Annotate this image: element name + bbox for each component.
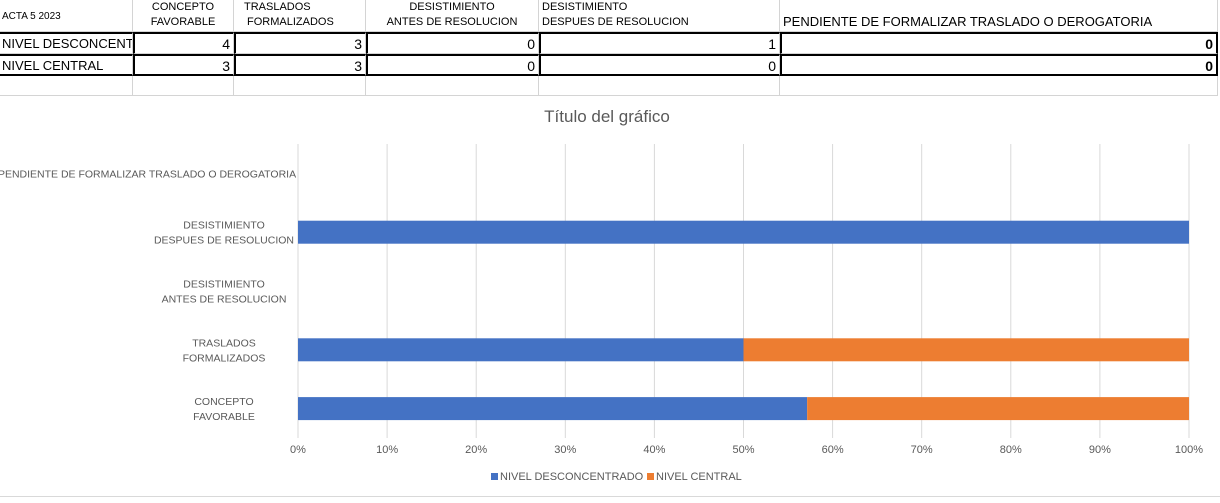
header-line: FAVORABLE [150,16,216,28]
value-cell[interactable]: 0 [366,54,539,76]
value-cell[interactable]: 1 [539,32,780,54]
category-label: DESPUES DE RESOLUCION [154,235,294,247]
x-tick-label: 20% [465,444,487,456]
header-line: CONCEPTO [151,1,215,13]
category-label: PENDIENTE DE FORMALIZAR TRASLADO O DEROG… [0,168,296,180]
chart-object[interactable]: Título del gráfico CONCEPTO FAVORABLE TRAS… [0,97,1220,498]
empty-cell[interactable] [539,76,780,96]
legend-label[interactable]: NIVEL DESCONCENTRADO [500,471,644,483]
value-cell[interactable]: 3 [133,54,234,76]
x-tick-label: 80% [1000,444,1022,456]
row-label-nivel-central[interactable]: NIVEL CENTRAL [0,54,133,76]
header-corner-cell[interactable]: ACTA 5 2023 [0,0,133,32]
x-tick-label: 100% [1175,444,1203,456]
category-labels: CONCEPTO FAVORABLE TRASLADOS FORMALIZADOS DE… [0,168,296,423]
chart-bottom-border [0,496,1220,497]
category-label: DESISTIMIENTO [183,220,264,232]
x-tick-label: 60% [822,444,844,456]
value-cell[interactable]: 4 [133,32,234,54]
empty-cell[interactable] [366,76,539,96]
category-label: ANTES DE RESOLUCION [162,294,287,306]
bar-segment[interactable] [298,220,1189,244]
stacked-bar-chart[interactable]: Título del gráfico CONCEPTO FAVORABLE TRAS… [0,97,1220,498]
empty-cell[interactable] [133,76,234,96]
bar-segment[interactable] [298,338,744,362]
x-tick-label: 30% [554,444,576,456]
header-line: ANTES DE RESOLUCION [386,16,518,28]
x-tick-label: 50% [732,444,754,456]
header-line: FORMALIZADOS [247,16,334,28]
category-label: FORMALIZADOS [183,352,266,364]
gridlines [297,144,1190,438]
legend-label[interactable]: NIVEL CENTRAL [656,471,742,483]
x-tick-label: 10% [376,444,398,456]
x-tick-label: 0% [290,444,306,456]
x-tick-label: 90% [1089,444,1111,456]
header-line: TRASLADOS [244,1,311,13]
header-pendiente[interactable]: PENDIENTE DE FORMALIZAR TRASLADO O DEROG… [780,0,1218,32]
category-label: CONCEPTO [194,396,253,408]
value-cell[interactable]: 0 [539,54,780,76]
empty-cell[interactable] [780,76,1218,96]
header-line: DESISTIMIENTO [409,1,495,13]
row-label-nivel-desconcentrado[interactable]: NIVEL DESCONCENTR [0,32,133,54]
category-label: DESISTIMIENTO [183,279,264,291]
value-cell[interactable]: 3 [234,32,366,54]
chart-title[interactable]: Título del gráfico [544,107,670,126]
legend[interactable]: NIVEL DESCONCENTRADO NIVEL CENTRAL [491,471,742,483]
empty-cell[interactable] [234,76,366,96]
x-tick-labels: 0% 10% 20% 30% 40% 50% 60% 70% 80% 90% 100% [290,444,1203,456]
bar-segment[interactable] [743,338,1190,362]
header-line: DESPUES DE RESOLUCION [542,16,689,28]
empty-cell[interactable] [0,76,133,96]
category-label: TRASLADOS [192,337,256,349]
value-cell[interactable]: 0 [780,32,1218,54]
header-desistimiento-despues[interactable]: DESISTIMIENTO DESPUES DE RESOLUCION [539,0,780,32]
bar-segment[interactable] [807,397,1189,421]
header-line: PENDIENTE DE FORMALIZAR TRASLADO O DEROG… [783,14,1153,29]
category-label: FAVORABLE [193,411,255,423]
bar-segment[interactable] [298,397,808,421]
value-cell[interactable]: 0 [366,32,539,54]
header-concepto-favorable[interactable]: CONCEPTO FAVORABLE [133,0,234,32]
header-corner-text: ACTA 5 2023 [2,11,61,22]
x-tick-label: 70% [911,444,933,456]
header-desistimiento-antes[interactable]: DESISTIMIENTO ANTES DE RESOLUCION [366,0,539,32]
header-traslados-formalizados[interactable]: TRASLADOS FORMALIZADOS [234,0,366,32]
legend-swatch [491,473,498,480]
x-tick-label: 40% [643,444,665,456]
spreadsheet-grid: ACTA 5 2023 CONCEPTO FAVORABLE TRASLADOS… [0,0,1220,96]
bars [298,220,1190,421]
value-cell[interactable]: 0 [780,54,1218,76]
header-line: DESISTIMIENTO [542,1,628,13]
legend-swatch [647,473,654,480]
value-cell[interactable]: 3 [234,54,366,76]
